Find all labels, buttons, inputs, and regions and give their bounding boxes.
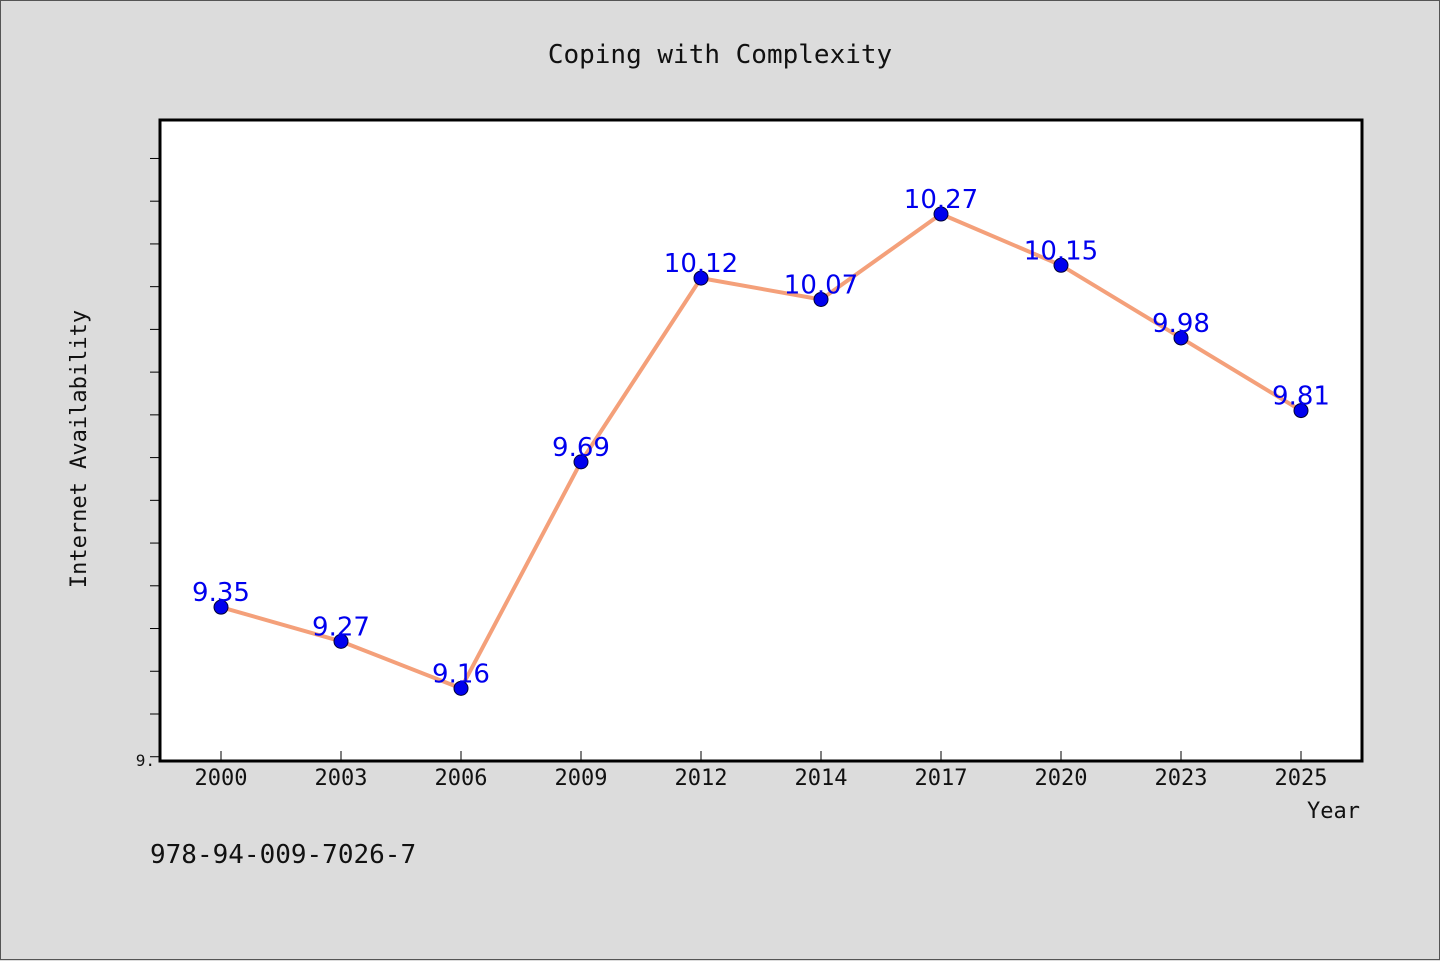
data-label: 10.27 [904,185,978,215]
chart-title: Coping with Complexity [548,40,892,70]
data-point [1173,330,1189,346]
series-line [220,212,1303,691]
x-tick-label: 2023 [1155,766,1208,791]
x-tick-label: 2012 [675,766,728,791]
data-label: 9.81 [1272,382,1330,412]
data-point [933,206,949,222]
data-point [213,599,229,615]
x-tick-label: 2025 [1275,766,1328,791]
plot-area [158,118,1364,763]
x-tick-label: 2014 [795,766,848,791]
x-tick-label: 2003 [315,766,368,791]
data-label: 10.07 [784,270,858,300]
x-tick-label: 2006 [435,766,488,791]
x-axis-title: Year [1307,799,1360,824]
data-point [1293,403,1309,419]
data-point [1053,257,1069,273]
data-point [333,633,349,649]
x-tick-label: 2000 [195,766,248,791]
data-label: 9.98 [1152,309,1210,339]
x-axis-ticks: 2000 2003 2006 2009 2012 2014 2017 2020 2023 2025 [195,751,1328,791]
data-label: 9.16 [432,659,490,689]
data-label: 9.27 [312,612,370,642]
x-tick-label: 2009 [555,766,608,791]
data-label: 10.12 [664,249,738,279]
data-point [573,454,589,470]
data-point [813,291,829,307]
data-points [213,206,1309,696]
data-label: 10.15 [1024,236,1098,266]
y-axis-title: Internet Availability [67,310,92,588]
y-tick-label: 9. [136,751,155,770]
y-axis-ticks [150,157,160,758]
x-tick-label: 2017 [915,766,968,791]
data-point [453,680,469,696]
data-labels: 9.35 9.27 9.16 9.69 10.12 10.07 10.27 10.15 9.98… [192,185,1330,689]
data-label: 9.35 [192,578,250,608]
data-point [693,270,709,286]
x-tick-label: 2020 [1035,766,1088,791]
data-label: 9.69 [552,433,610,463]
isbn-footer: 978-94-009-7026-7 [150,840,416,870]
